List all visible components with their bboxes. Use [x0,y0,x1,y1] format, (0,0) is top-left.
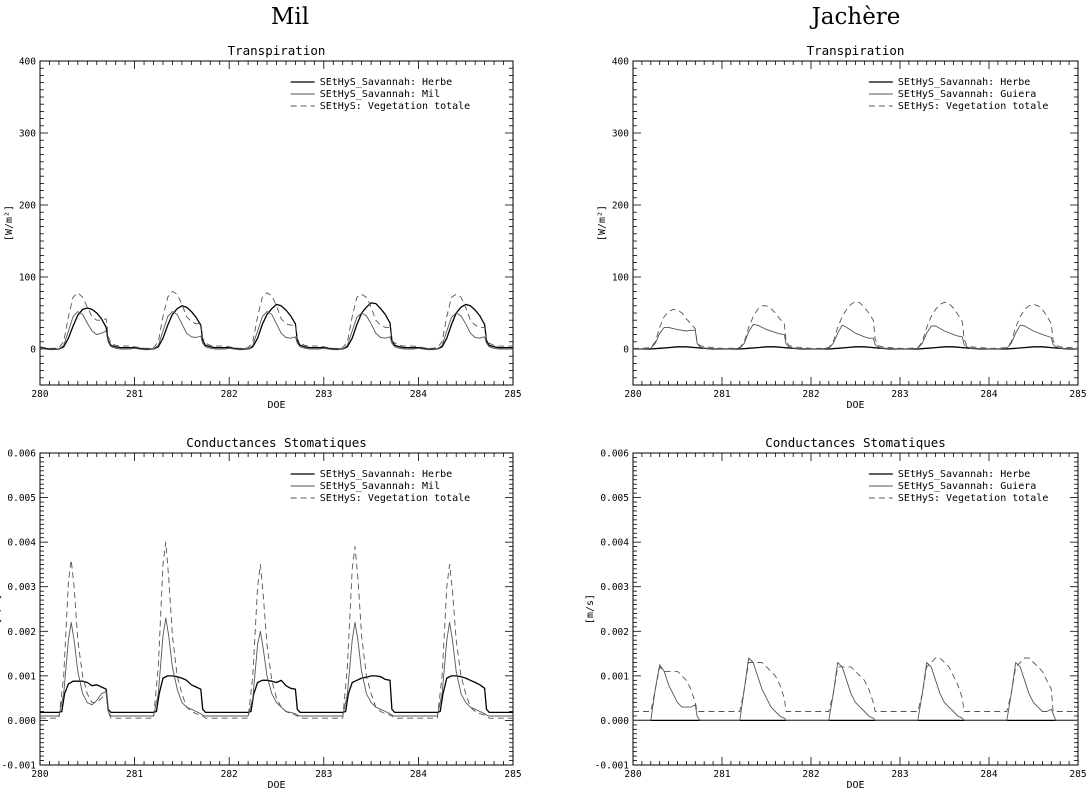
x-tick-label: 284 [980,389,997,400]
y-axis-label: [W/m²] [597,205,608,241]
x-tick-label: 284 [980,769,997,780]
y-tick-label: 100 [612,273,629,284]
y-tick-label: 0.003 [7,582,36,593]
y-tick-label: 400 [19,57,36,68]
series-line-2 [39,311,513,351]
legend-entry-2: SEtHyS_Savannah: Guiera [898,89,1036,100]
column-title-mil: Mil [270,4,310,30]
x-tick-label: 280 [31,389,48,400]
x-tick-label: 285 [504,389,521,400]
column-title-jachere: Jachère [811,4,901,30]
x-tick-label: 281 [713,389,730,400]
x-tick-label: 281 [126,389,143,400]
x-tick-label: 280 [624,389,641,400]
y-tick-label: 100 [19,273,36,284]
x-tick-label: 281 [713,769,730,780]
x-tick-label: 283 [315,389,332,400]
y-tick-label: 0.003 [600,582,629,593]
y-tick-label: 0 [623,345,629,356]
y-tick-label: 0.005 [7,493,36,504]
x-tick-label: 284 [410,389,427,400]
legend-entry-2: SEtHyS_Savannah: Mil [320,481,440,492]
x-tick-label: 283 [315,769,332,780]
x-tick-label: 285 [1069,769,1086,780]
legend-entry-1: SEtHyS_Savannah: Herbe [320,469,452,480]
legend-entry-1: SEtHyS_Savannah: Herbe [320,77,452,88]
y-tick-label: 400 [612,57,629,68]
chart-panel-2: Transpiration 280 281 282 283 284 285 DOE 0 100 20… [597,43,1087,411]
series-line-3 [633,301,1078,349]
chart-title: Transpiration [807,43,905,58]
x-axis-label: DOE [846,780,864,791]
legend-entry-3: SEtHyS: Vegetation totale [898,493,1049,504]
y-tick-label: 0 [30,345,36,356]
x-tick-label: 281 [126,769,143,780]
y-tick-label: 0.001 [7,671,36,682]
y-tick-label: 0.005 [600,493,629,504]
x-tick-label: 280 [624,769,641,780]
x-tick-label: 282 [221,769,238,780]
series-line-2 [633,657,1078,721]
y-axis-label: [W/m²] [4,205,15,241]
x-tick-label: 283 [891,769,908,780]
y-tick-label: 300 [612,129,629,140]
x-tick-label: 283 [891,389,908,400]
x-tick-label: 285 [504,769,521,780]
y-tick-label: 0.002 [600,627,629,638]
y-axis-label: [m/s] [0,594,3,624]
series-line-3 [633,657,1078,712]
x-tick-label: 282 [221,389,238,400]
y-tick-label: 0.000 [7,716,36,727]
chart-panel-4: Conductances Stomatiques 280 281 282 283 284 2… [585,435,1087,791]
y-tick-label: 0.001 [600,671,629,682]
x-tick-label: 282 [802,389,819,400]
x-tick-label: 284 [410,769,427,780]
y-axis-label: [m/s] [585,594,596,624]
y-tick-label: 0.004 [7,538,36,549]
series-line-3 [39,290,513,349]
y-tick-label: 300 [19,129,36,140]
chart-title: Conductances Stomatiques [765,435,946,450]
y-tick-label: 200 [612,201,629,212]
x-axis-label: DOE [267,400,285,411]
series-line-2 [633,324,1079,350]
legend-entry-2: SEtHyS_Savannah: Mil [320,89,440,100]
legend-entry-1: SEtHyS_Savannah: Herbe [898,77,1030,88]
series-line-2 [40,617,513,717]
x-tick-label: 280 [31,769,48,780]
x-axis-label: DOE [267,780,285,791]
legend-entry-3: SEtHyS: Vegetation totale [320,493,471,504]
legend-entry-3: SEtHyS: Vegetation totale [898,101,1049,112]
chart-panel-1: Transpiration 280 281 282 283 284 285 DOE 0 100 20… [4,43,522,411]
legend-entry-2: SEtHyS_Savannah: Guiera [898,481,1036,492]
y-tick-label: 200 [19,201,36,212]
y-tick-label: 0.002 [7,627,36,638]
chart-title: Conductances Stomatiques [186,435,367,450]
y-tick-label: -0.001 [595,761,630,772]
legend-entry-3: SEtHyS: Vegetation totale [320,101,471,112]
y-tick-label: 0.006 [7,449,36,460]
x-axis-label: DOE [846,400,864,411]
x-tick-label: 282 [802,769,819,780]
y-tick-label: 0.004 [600,538,629,549]
chart-title: Transpiration [228,43,326,58]
chart-panel-3: Conductances Stomatiques 280 281 282 283 284 2… [0,435,522,791]
legend-entry-1: SEtHyS_Savannah: Herbe [898,469,1030,480]
y-tick-label: 0.000 [600,716,629,727]
x-tick-label: 285 [1069,389,1086,400]
y-tick-label: 0.006 [600,449,629,460]
y-tick-label: -0.001 [2,761,37,772]
